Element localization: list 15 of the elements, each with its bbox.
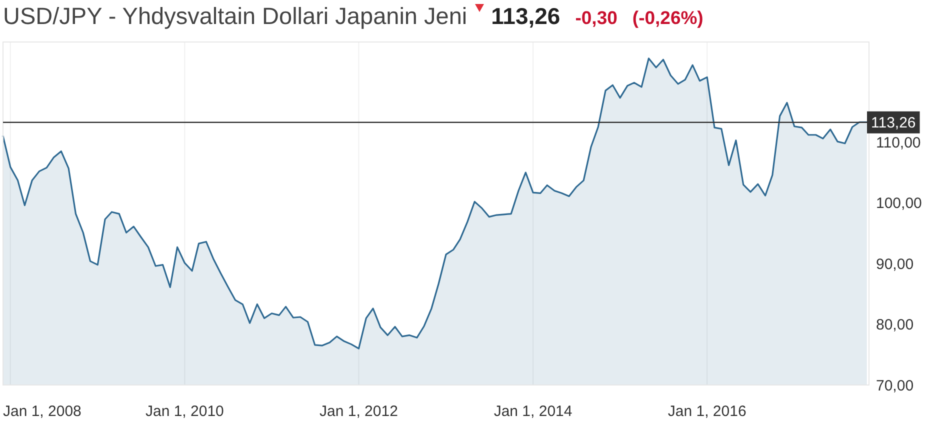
chart-title: USD/JPY - Yhdysvaltain Dollari Japanin Jeni: [3, 3, 468, 30]
x-tick-label: Jan 1, 2014: [494, 403, 572, 420]
x-tick-label: Jan 1, 2016: [668, 403, 746, 420]
y-tick-label: 110,00: [876, 134, 921, 152]
x-tick-label: Jan 1, 2008: [2, 403, 82, 420]
y-tick-label: 70,00: [876, 377, 914, 394]
text: 113,26: [491, 3, 560, 30]
x-tick-label: Jan 1, 2010: [145, 403, 224, 420]
ref-line-label: 113,26: [871, 114, 916, 132]
text: (-0,26%): [632, 6, 704, 30]
y-tick-label: 100,00: [876, 195, 922, 212]
y-tick-label: 90,00: [876, 256, 914, 273]
text: -0,30: [575, 6, 618, 30]
x-tick-label: Jan 1, 2012: [320, 403, 398, 420]
y-tick-label: 80,00: [876, 316, 914, 334]
